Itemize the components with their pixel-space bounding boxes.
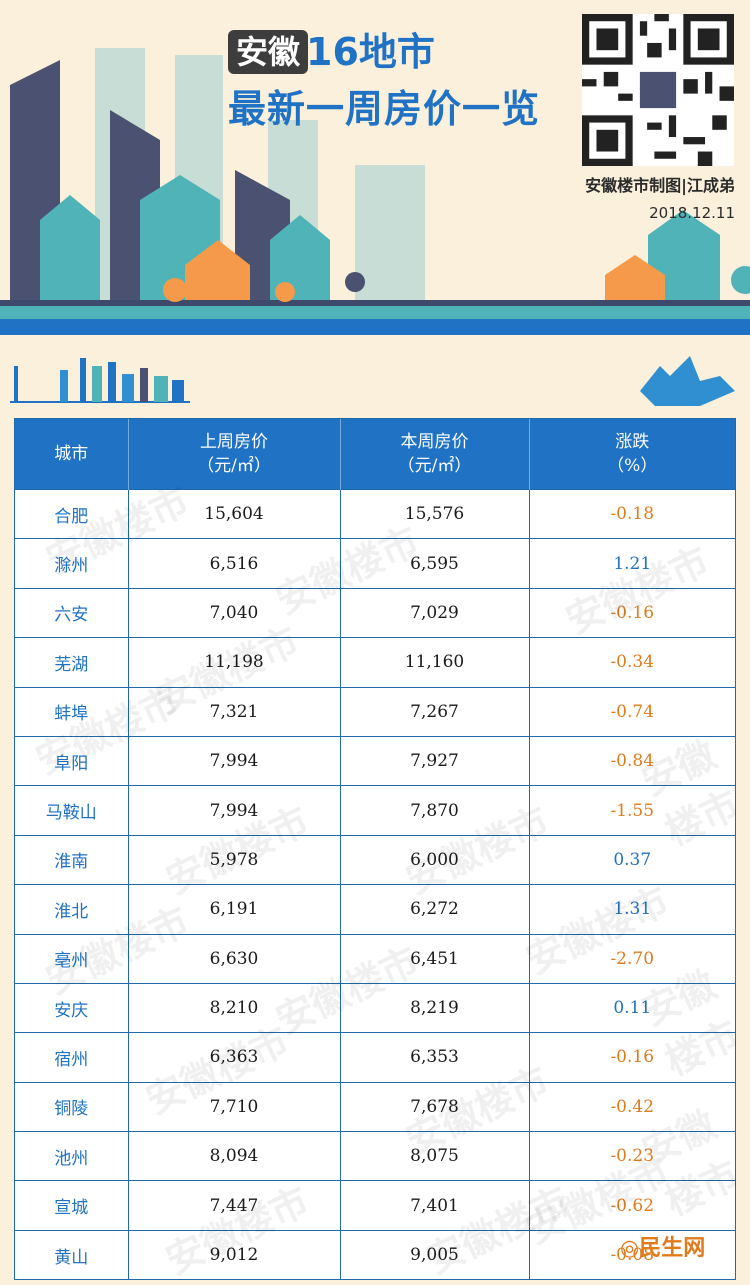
last-week-price-cell: 7,994 (128, 735, 341, 786)
last-week-price-cell: 9,012 (128, 1229, 341, 1280)
site-logo: ◎民生网 (620, 1236, 706, 1261)
city-skyline-illustration (0, 48, 750, 335)
this-week-price-cell: 6,272 (340, 884, 530, 935)
city-cell: 阜阳 (15, 735, 129, 786)
this-week-price-cell: 15,576 (340, 488, 530, 539)
table-body: 合肥 15,604 15,576 -0.18 滁州 6,516 6,595 1.21 六安 7,0… (15, 488, 735, 1280)
table-row: 黄山 9,012 9,005 -0.08 (15, 1229, 735, 1280)
table-row: 淮南 5,978 6,000 0.37 (15, 834, 735, 885)
table-row: 马鞍山 7,994 7,870 -1.55 (15, 785, 735, 836)
column-header-last-week: 上周房价 （元/㎡） (128, 419, 341, 490)
city-cell: 六安 (15, 587, 129, 638)
last-week-price-cell: 7,321 (128, 686, 341, 737)
change-cell: -0.16 (529, 587, 735, 638)
this-week-price-cell: 8,219 (340, 982, 530, 1033)
table-row: 池州 8,094 8,075 -0.23 (15, 1131, 735, 1181)
change-cell: -0.16 (529, 1032, 735, 1083)
city-cell: 蚌埠 (15, 686, 129, 737)
decorative-skyline-strip (10, 356, 735, 406)
last-week-price-cell: 15,604 (128, 488, 341, 539)
change-cell: -0.62 (529, 1180, 735, 1231)
this-week-price-cell: 7,029 (340, 587, 530, 638)
last-week-price-cell: 6,191 (128, 884, 341, 935)
city-cell: 宣城 (15, 1180, 129, 1231)
this-week-price-cell: 7,678 (340, 1081, 530, 1132)
table-row: 芜湖 11,198 11,160 -0.34 (15, 637, 735, 688)
city-cell: 黄山 (15, 1229, 129, 1280)
table-row: 阜阳 7,994 7,927 -0.84 (15, 735, 735, 786)
last-week-price-cell: 7,040 (128, 587, 341, 638)
city-cell: 铜陵 (15, 1081, 129, 1132)
last-week-price-cell: 7,994 (128, 785, 341, 836)
region-badge: 安徽 (228, 30, 309, 74)
this-week-price-cell: 6,000 (340, 834, 530, 885)
city-cell: 芜湖 (15, 637, 129, 688)
table-header: 城市 上周房价 （元/㎡） 本周房价 （元/㎡） 涨跌 （%） (15, 419, 735, 490)
header-banner: 安徽 16地市 最新一周房价一览 安徽楼市制图|江成弟 2018.12.11 (0, 0, 750, 335)
table-row: 六安 7,040 7,029 -0.16 (15, 587, 735, 638)
change-cell: -0.18 (529, 488, 735, 539)
table-row: 宣城 7,447 7,401 -0.62 (15, 1180, 735, 1231)
publish-date: 2018.12.11 (649, 204, 735, 222)
column-header-city: 城市 (15, 419, 129, 490)
this-week-price-cell: 9,005 (340, 1229, 530, 1280)
city-cell: 池州 (15, 1131, 129, 1181)
title-line-2: 最新一周房价一览 (228, 87, 541, 131)
change-cell: -0.84 (529, 735, 735, 786)
city-cell: 滁州 (15, 538, 129, 589)
last-week-price-cell: 11,198 (128, 637, 341, 688)
change-cell: 1.31 (529, 884, 735, 935)
this-week-price-cell: 7,267 (340, 686, 530, 737)
city-cell: 亳州 (15, 933, 129, 984)
this-week-price-cell: 6,451 (340, 933, 530, 984)
this-week-price-cell: 6,353 (340, 1032, 530, 1083)
last-week-price-cell: 5,978 (128, 834, 341, 885)
change-cell: -2.70 (529, 933, 735, 984)
city-cell: 淮北 (15, 884, 129, 935)
city-cell: 宿州 (15, 1032, 129, 1083)
last-week-price-cell: 8,094 (128, 1131, 341, 1181)
table-row: 淮北 6,191 6,272 1.31 (15, 884, 735, 935)
qr-code[interactable] (582, 14, 734, 166)
last-week-price-cell: 8,210 (128, 982, 341, 1033)
change-cell: 1.21 (529, 538, 735, 589)
city-cell: 安庆 (15, 982, 129, 1033)
last-week-price-cell: 6,516 (128, 538, 341, 589)
price-table: 城市 上周房价 （元/㎡） 本周房价 （元/㎡） 涨跌 （%） 合肥 15,604 15,… (15, 419, 735, 1280)
change-cell: 0.37 (529, 834, 735, 885)
this-week-price-cell: 7,927 (340, 735, 530, 786)
this-week-price-cell: 11,160 (340, 637, 530, 688)
change-cell: -0.34 (529, 637, 735, 688)
change-cell: 0.11 (529, 982, 735, 1033)
this-week-price-cell: 8,075 (340, 1131, 530, 1181)
city-cell: 马鞍山 (15, 785, 129, 836)
city-cell: 淮南 (15, 834, 129, 885)
last-week-price-cell: 7,447 (128, 1180, 341, 1231)
table-row: 滁州 6,516 6,595 1.21 (15, 538, 735, 589)
title-line-1: 16地市 (306, 30, 435, 74)
table-row: 亳州 6,630 6,451 -2.70 (15, 933, 735, 984)
change-cell: -0.74 (529, 686, 735, 737)
table-row: 铜陵 7,710 7,678 -0.42 (15, 1081, 735, 1132)
this-week-price-cell: 7,870 (340, 785, 530, 836)
column-header-this-week: 本周房价 （元/㎡） (340, 419, 530, 490)
this-week-price-cell: 6,595 (340, 538, 530, 589)
last-week-price-cell: 7,710 (128, 1081, 341, 1132)
city-cell: 合肥 (15, 488, 129, 539)
change-cell: -0.23 (529, 1131, 735, 1181)
last-week-price-cell: 6,630 (128, 933, 341, 984)
last-week-price-cell: 6,363 (128, 1032, 341, 1083)
table-row: 合肥 15,604 15,576 -0.18 (15, 488, 735, 539)
change-cell: -1.55 (529, 785, 735, 836)
credit-text: 安徽楼市制图|江成弟 (585, 176, 735, 195)
table-row: 蚌埠 7,321 7,267 -0.74 (15, 686, 735, 737)
this-week-price-cell: 7,401 (340, 1180, 530, 1231)
table-row: 宿州 6,363 6,353 -0.16 (15, 1032, 735, 1083)
table-row: 安庆 8,210 8,219 0.11 (15, 982, 735, 1033)
column-header-change: 涨跌 （%） (529, 419, 735, 490)
change-cell: -0.08 (529, 1229, 735, 1280)
change-cell: -0.42 (529, 1081, 735, 1132)
housing-price-table: 城市 上周房价 （元/㎡） 本周房价 （元/㎡） 涨跌 （%） 合肥 15,604 15,… (14, 418, 736, 1281)
